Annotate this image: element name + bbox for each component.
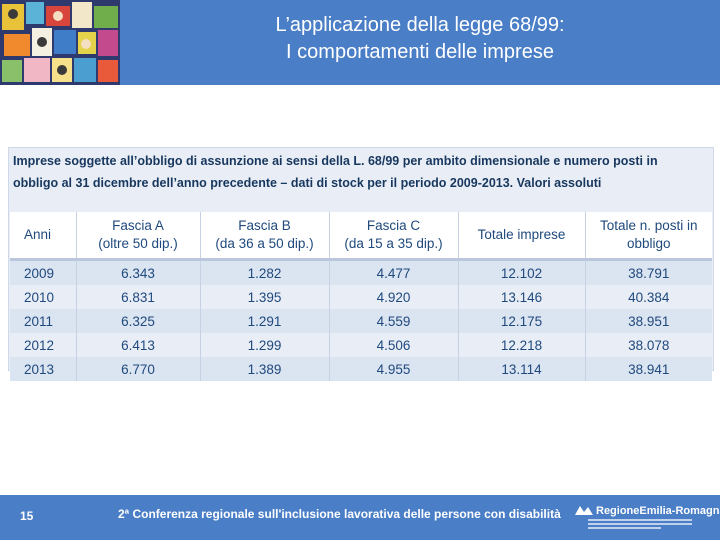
regione-logo-text: RegioneEmilia-Romagna bbox=[596, 505, 720, 517]
column-header-line1: Fascia A bbox=[112, 218, 164, 233]
value-cell: 6.770 bbox=[76, 357, 201, 381]
value-cell: 4.955 bbox=[329, 357, 459, 381]
column-header: Fascia B (da 36 a 50 dip.) bbox=[200, 212, 330, 261]
value-cell: 40.384 bbox=[585, 285, 712, 309]
year-cell: 2009 bbox=[10, 259, 77, 285]
value-cell: 38.791 bbox=[585, 259, 712, 285]
value-cell: 38.078 bbox=[585, 333, 712, 357]
value-cell: 4.477 bbox=[329, 259, 459, 285]
year-cell: 2011 bbox=[10, 309, 77, 333]
page-number: 15 bbox=[20, 509, 34, 523]
value-cell: 1.282 bbox=[200, 259, 330, 285]
column-header: Totale imprese bbox=[458, 212, 586, 261]
value-cell: 6.413 bbox=[76, 333, 201, 357]
table-body: 2009 6.343 1.282 4.477 12.102 38.791 2010 6.831… bbox=[10, 259, 712, 381]
regione-logo: RegioneEmilia-Romagna bbox=[572, 501, 720, 533]
value-cell: 4.559 bbox=[329, 309, 459, 333]
value-cell: 4.506 bbox=[329, 333, 459, 357]
title-line-2: I comportamenti delle imprese bbox=[286, 41, 554, 63]
footer-band: 15 2ª Conferenza regionale sull'inclusio… bbox=[0, 495, 720, 540]
column-header-line2: (da 36 a 50 dip.) bbox=[215, 236, 314, 251]
value-cell: 12.102 bbox=[458, 259, 586, 285]
column-header-line1: Fascia B bbox=[238, 218, 291, 233]
value-cell: 6.831 bbox=[76, 285, 201, 309]
page-title: L’applicazione della legge 68/99: I comp… bbox=[160, 12, 680, 66]
column-header-line2: obbligo bbox=[626, 236, 671, 251]
logo-subtext bbox=[588, 519, 692, 529]
value-cell: 6.343 bbox=[76, 259, 201, 285]
value-cell: 1.291 bbox=[200, 309, 330, 333]
column-header-line1: Fascia C bbox=[366, 218, 421, 233]
value-cell: 4.920 bbox=[329, 285, 459, 309]
table-row: 2010 6.831 1.395 4.920 13.146 40.384 bbox=[10, 285, 712, 309]
column-header-line2: (da 15 a 35 dip.) bbox=[344, 236, 443, 251]
value-cell: 1.389 bbox=[200, 357, 330, 381]
column-header-line1: Totale imprese bbox=[477, 227, 566, 242]
column-header: Anni bbox=[10, 212, 77, 261]
header-band: L’applicazione della legge 68/99: I comp… bbox=[0, 0, 720, 85]
value-cell: 12.218 bbox=[458, 333, 586, 357]
value-cell: 13.114 bbox=[458, 357, 586, 381]
value-cell: 12.175 bbox=[458, 309, 586, 333]
value-cell: 38.951 bbox=[585, 309, 712, 333]
value-cell: 1.299 bbox=[200, 333, 330, 357]
table-row: 2013 6.770 1.389 4.955 13.114 38.941 bbox=[10, 357, 712, 381]
year-cell: 2012 bbox=[10, 333, 77, 357]
value-cell: 1.395 bbox=[200, 285, 330, 309]
table-header-row: Anni Fascia A (oltre 50 dip.) Fascia B (da 3… bbox=[10, 212, 712, 261]
column-header: Totale n. posti in obbligo bbox=[585, 212, 712, 261]
year-cell: 2013 bbox=[10, 357, 77, 381]
regione-emblem-icon bbox=[575, 506, 593, 515]
data-table-panel: Imprese soggette all’obbligo di assunzio… bbox=[8, 147, 714, 381]
value-cell: 38.941 bbox=[585, 357, 712, 381]
table-caption: Imprese soggette all’obbligo di assunzio… bbox=[13, 154, 658, 190]
column-header-line2: (oltre 50 dip.) bbox=[98, 236, 178, 251]
column-header-line1: Anni bbox=[24, 227, 52, 242]
table-row: 2012 6.413 1.299 4.506 12.218 38.078 bbox=[10, 333, 712, 357]
table-row: 2009 6.343 1.282 4.477 12.102 38.791 bbox=[10, 259, 712, 285]
title-line-1: L’applicazione della legge 68/99: bbox=[275, 14, 565, 36]
collage-image bbox=[0, 0, 120, 85]
value-cell: 6.325 bbox=[76, 309, 201, 333]
table-row: 2011 6.325 1.291 4.559 12.175 38.951 bbox=[10, 309, 712, 333]
column-header: Fascia A (oltre 50 dip.) bbox=[76, 212, 201, 261]
year-cell: 2010 bbox=[10, 285, 77, 309]
column-header-line1: Totale n. posti in bbox=[599, 218, 698, 233]
conference-title: 2ª Conferenza regionale sull'inclusione … bbox=[118, 507, 561, 521]
column-header: Fascia C (da 15 a 35 dip.) bbox=[329, 212, 459, 261]
imprese-table: Anni Fascia A (oltre 50 dip.) Fascia B (da 3… bbox=[10, 212, 712, 381]
value-cell: 13.146 bbox=[458, 285, 586, 309]
header-illustration bbox=[0, 0, 120, 85]
